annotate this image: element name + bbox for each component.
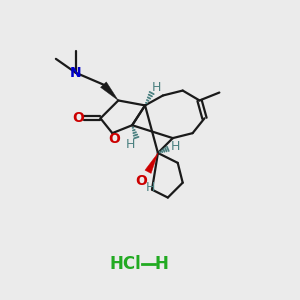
Text: O: O — [73, 111, 85, 125]
Polygon shape — [100, 82, 118, 100]
Text: N: N — [70, 66, 82, 80]
Polygon shape — [145, 153, 158, 173]
Text: H: H — [125, 138, 135, 151]
Text: H: H — [145, 181, 155, 194]
Text: HCl: HCl — [110, 255, 141, 273]
Text: O: O — [108, 132, 120, 146]
Text: H: H — [155, 255, 169, 273]
Text: O: O — [135, 174, 147, 188]
Text: H: H — [171, 140, 180, 152]
Text: H: H — [152, 81, 162, 94]
